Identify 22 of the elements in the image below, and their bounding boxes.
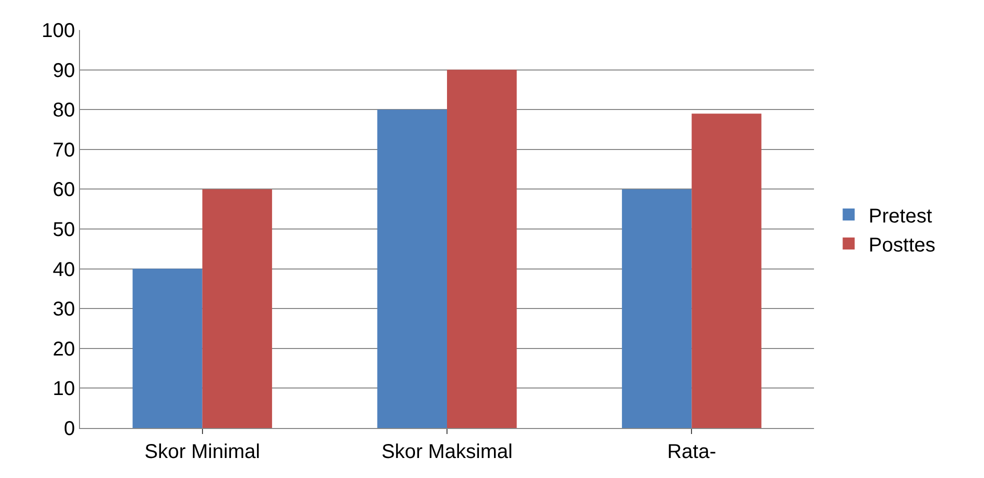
bar	[202, 189, 272, 428]
y-tick-label: 30	[52, 298, 75, 321]
x-tick-label: Rata-	[667, 441, 716, 463]
legend-label: Pretest	[868, 205, 932, 228]
y-tick-label: 90	[52, 60, 75, 82]
bar	[377, 110, 447, 428]
y-tick-label: 60	[52, 179, 75, 202]
bar	[447, 70, 517, 428]
y-tick-label: 50	[52, 219, 75, 241]
y-tick-label: 80	[52, 100, 75, 122]
x-tick-label: Skor Minimal	[144, 441, 260, 463]
bar	[692, 114, 762, 428]
y-tick-label: 0	[64, 418, 75, 440]
bar	[132, 268, 202, 428]
legend-label: Posttes	[868, 234, 936, 256]
y-tick-label: 40	[52, 258, 75, 281]
y-tick-label: 100	[42, 20, 75, 42]
y-tick-label: 20	[52, 338, 75, 360]
bar	[622, 189, 692, 428]
y-tick-label: 10	[52, 378, 75, 400]
y-tick-label: 70	[52, 139, 75, 162]
x-tick-label: Skor Maksimal	[381, 441, 513, 463]
